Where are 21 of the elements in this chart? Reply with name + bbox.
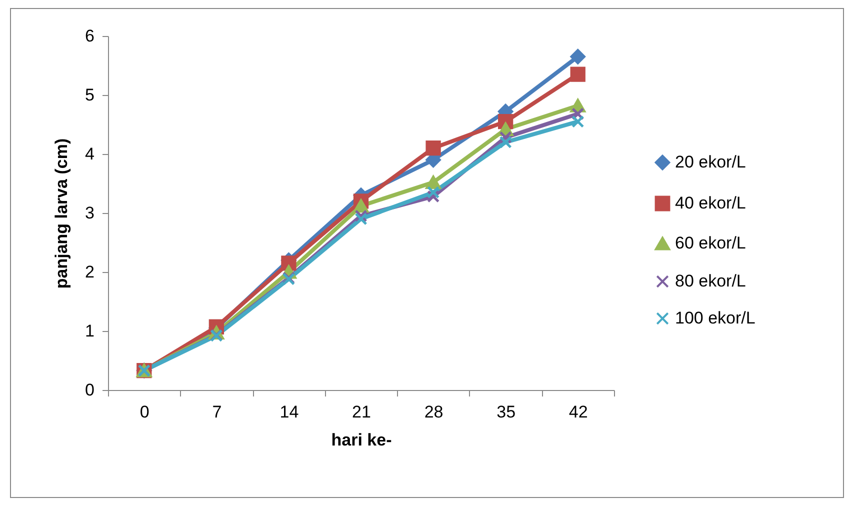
legend-label: 40 ekor/L xyxy=(675,194,746,212)
y-axis-title: panjang larva (cm) xyxy=(52,138,72,289)
legend-label: 80 ekor/L xyxy=(675,272,746,290)
x-tick-label: 0 xyxy=(140,402,150,422)
y-tick-label: 1 xyxy=(85,322,94,340)
x-tick-label: 7 xyxy=(212,402,222,422)
legend-label: 60 ekor/L xyxy=(675,234,746,252)
y-tick-label: 5 xyxy=(85,86,94,104)
x-axis-title: hari ke- xyxy=(331,430,392,450)
y-tick-label: 2 xyxy=(85,262,94,282)
x-tick-label: 28 xyxy=(424,402,444,422)
x-tick-label: 35 xyxy=(496,402,516,422)
y-tick-label: 0 xyxy=(85,380,94,400)
y-tick-label: 6 xyxy=(85,26,94,46)
x-tick-label: 14 xyxy=(280,402,299,422)
y-tick-label: 3 xyxy=(85,204,94,222)
legend-label: 100 ekor/L xyxy=(675,308,756,328)
x-tick-label: 42 xyxy=(568,402,588,422)
y-tick-label: 4 xyxy=(85,144,94,164)
legend-label: 20 ekor/L xyxy=(675,152,746,172)
x-tick-label: 21 xyxy=(352,402,371,422)
